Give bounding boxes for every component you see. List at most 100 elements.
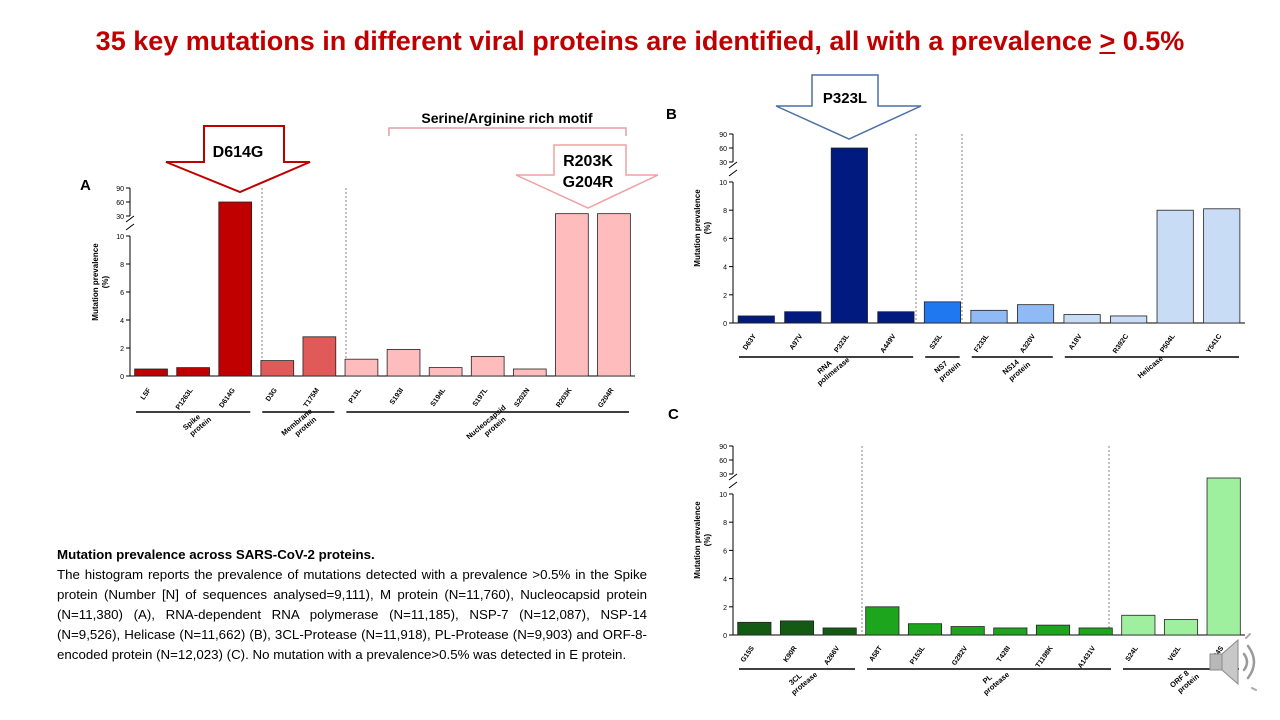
bar-a449v — [877, 311, 915, 324]
x-tick-label: F233L — [973, 333, 991, 354]
bar-s24l — [1121, 614, 1156, 636]
y-tick-label: 90 — [719, 132, 727, 139]
x-tick-label: A266V — [823, 645, 841, 667]
x-tick-label: T175M — [303, 387, 321, 409]
bar-s194l — [428, 367, 463, 377]
axis-break-mark — [728, 473, 738, 481]
panel-a-letter: A — [80, 177, 91, 194]
r203k-label: R203K — [563, 153, 613, 170]
y-tick-label: 60 — [116, 200, 124, 207]
d614g-arrow-label: D614G — [213, 144, 264, 161]
x-tick-label: D3G — [265, 387, 279, 403]
x-tick-label: G204R — [597, 387, 615, 409]
y-axis-label-line1: Mutation prevalence — [91, 243, 100, 321]
y-tick-label: 8 — [723, 208, 727, 215]
x-tick-label: K90R — [783, 645, 799, 664]
x-tick-label: P153L — [909, 645, 927, 667]
x-tick-label: A58T — [868, 645, 884, 664]
y-tick-label: 8 — [120, 262, 124, 269]
bar-g204r — [597, 213, 631, 377]
y-tick-label: 4 — [723, 577, 727, 584]
title-text: 35 key mutations in different viral prot… — [95, 26, 1100, 56]
bar-g282v — [950, 626, 985, 636]
y-axis-label-line2: (%) — [703, 533, 712, 546]
bar-y541c — [1203, 208, 1241, 324]
bar-s202n — [512, 368, 547, 377]
speaker-icon[interactable] — [1206, 632, 1262, 692]
bar-d3g — [260, 360, 295, 377]
caption-body: The histogram reports the prevalence of … — [57, 567, 647, 662]
x-tick-label: A1431V — [1077, 645, 1097, 670]
bar-a1431v — [1078, 627, 1113, 636]
bar-g15s — [737, 621, 772, 636]
x-tick-label: L5F — [140, 387, 153, 402]
y-tick-label: 0 — [723, 633, 727, 640]
group-label-line: Helicase — [1136, 354, 1165, 380]
caption-title: Mutation prevalence across SARS-CoV-2 pr… — [57, 547, 375, 562]
p323l-arrow-label: P323L — [823, 90, 867, 107]
y-tick-label: 2 — [723, 293, 727, 300]
x-tick-label: D63Y — [742, 333, 758, 352]
axis-break-mark — [125, 215, 135, 223]
x-tick-label: S24L — [1125, 645, 1141, 663]
figure-caption: Mutation prevalence across SARS-CoV-2 pr… — [57, 545, 647, 665]
y-tick-label: 6 — [723, 236, 727, 243]
y-tick-label: 10 — [719, 492, 727, 499]
x-tick-label: A449V — [880, 333, 898, 355]
bar-p323l — [830, 147, 868, 324]
y-tick-label: 30 — [719, 160, 727, 167]
x-tick-label: R203K — [555, 387, 573, 409]
y-tick-label: 90 — [719, 444, 727, 451]
x-tick-label: V62L — [1167, 645, 1183, 663]
y-tick-label: 6 — [723, 548, 727, 555]
title-text-end: 0.5% — [1115, 26, 1185, 56]
bar-a266v — [822, 627, 857, 636]
y-axis-label-line2: (%) — [703, 221, 712, 234]
group-label: PLprotease — [976, 663, 1012, 697]
title-ge-symbol: > — [1099, 26, 1116, 56]
x-tick-label: A320V — [1019, 333, 1037, 355]
axis-break-mark — [728, 169, 738, 177]
bar-t428i — [993, 627, 1028, 636]
x-tick-label: G15S — [740, 645, 756, 664]
y-tick-label: 90 — [116, 186, 124, 193]
y-tick-label: 30 — [719, 472, 727, 479]
x-tick-label: G282V — [951, 645, 969, 667]
bar-p13l — [344, 358, 379, 377]
y-axis-label-line2: (%) — [101, 275, 110, 288]
bar-l5f — [134, 368, 168, 377]
bar-a320v — [1016, 304, 1055, 324]
y-tick-label: 60 — [719, 146, 727, 153]
axis-break-mark — [125, 223, 135, 231]
panel-b-annotations: B P323L — [666, 74, 922, 140]
g204r-label: G204R — [563, 174, 614, 191]
panel-c-annotations: C — [668, 406, 679, 423]
panel-c-letter: C — [668, 406, 679, 423]
x-tick-label: T1198K — [1035, 645, 1055, 669]
x-tick-label: S193I — [389, 387, 405, 406]
y-tick-label: 4 — [120, 318, 124, 325]
sr-motif-bracket — [388, 127, 627, 136]
panel-a-annotations: A D614G R203K G204R Serine/Arginine rich… — [80, 110, 659, 209]
y-tick-label: 2 — [120, 346, 124, 353]
bar-r392c — [1110, 315, 1148, 324]
bar-k90r — [779, 620, 815, 636]
x-tick-label: A97V — [789, 333, 805, 352]
bar-f233l — [970, 309, 1008, 324]
bar-d614g — [218, 201, 253, 377]
x-tick-label: S197L — [472, 387, 490, 409]
bar-v62l — [1163, 619, 1199, 636]
y-tick-label: 6 — [120, 290, 124, 297]
x-tick-label: P1263L — [175, 387, 195, 412]
bar-s25l — [923, 301, 962, 324]
y-axis-label: Mutation prevalence(%) — [693, 189, 712, 267]
y-tick-label: 10 — [116, 234, 124, 241]
x-tick-label: D614G — [218, 387, 237, 410]
x-tick-label: P13L — [348, 387, 364, 405]
bar-d63y — [737, 315, 775, 324]
axis-break-mark — [728, 481, 738, 489]
bar-a58t — [865, 606, 900, 636]
bar-p504l — [1156, 209, 1194, 324]
bar-s197l — [470, 355, 505, 377]
x-tick-label: R392C — [1112, 333, 1130, 355]
